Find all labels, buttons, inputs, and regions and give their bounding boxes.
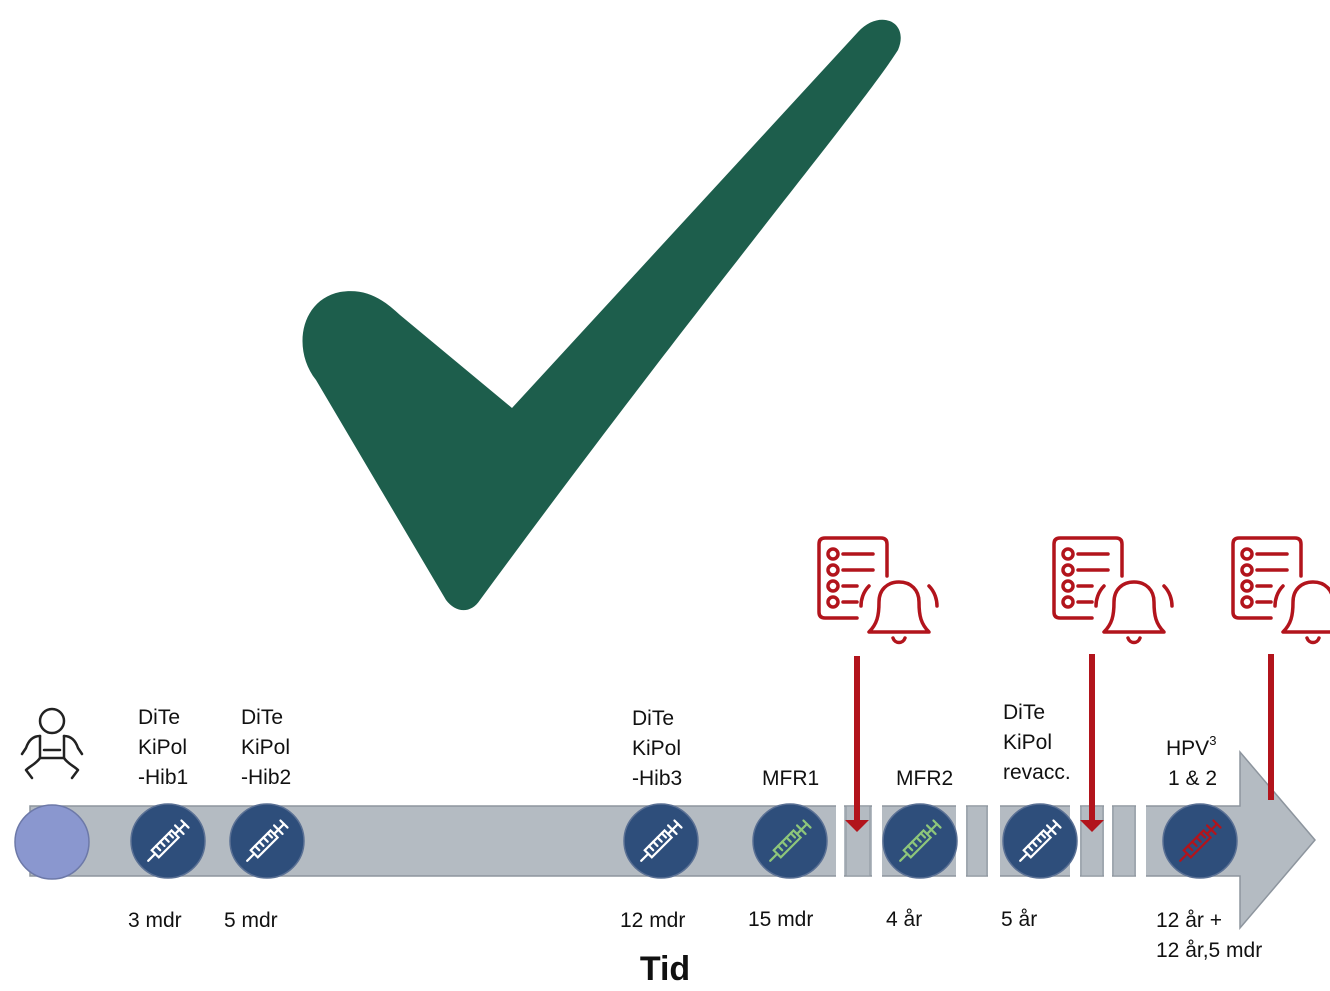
segment-block	[966, 805, 988, 877]
vaccine-label-4ar: MFR2	[896, 767, 954, 790]
age-label: 15 mdr	[748, 908, 814, 931]
reminder-marker	[817, 536, 939, 832]
reminder-checklist-bell-icon	[1052, 536, 1174, 645]
segment-block	[1112, 805, 1136, 877]
syringe-icon	[640, 819, 683, 862]
reminder-marker	[1231, 536, 1330, 800]
segment-gap	[956, 800, 966, 884]
reminder-checklist-bell-icon	[817, 536, 939, 645]
syringe-icon	[769, 819, 812, 862]
vaccination-marker	[130, 803, 206, 879]
vaccination-marker	[1002, 803, 1078, 879]
segment-gap	[988, 800, 1000, 884]
age-label: 3 mdr	[128, 909, 182, 932]
syringe-icon	[246, 819, 289, 862]
vaccination-marker	[623, 803, 699, 879]
reminder-pointer	[845, 820, 869, 832]
syringe-icon	[147, 819, 190, 862]
vaccination-marker	[229, 803, 305, 879]
time-axis-label: Tid	[639, 950, 691, 988]
vaccination-marker	[882, 803, 958, 879]
vaccination-marker	[1162, 803, 1238, 879]
syringe-icon	[1179, 819, 1222, 862]
vaccine-label-5mdr: DiTe KiPol -Hib2	[241, 706, 292, 789]
age-label: 12 mdr	[620, 909, 686, 932]
segment-gap	[836, 800, 844, 884]
segment-gap	[1136, 800, 1146, 884]
vaccine-label-12ar: HPV3 1 & 2	[1166, 733, 1218, 790]
age-label: 5 mdr	[224, 909, 278, 932]
age-label: 12 år + 12 år,5 mdr	[1156, 909, 1263, 962]
age-label: 5 år	[1001, 908, 1038, 931]
segment-gap	[1104, 800, 1112, 884]
baby-icon	[20, 707, 84, 780]
reminder-marker	[1052, 536, 1174, 832]
syringe-icon	[899, 819, 942, 862]
segment-gap	[872, 800, 882, 884]
vaccine-label-5ar: DiTe KiPol revacc.	[1003, 701, 1071, 784]
reminder-pointer	[1080, 820, 1104, 832]
age-label: 4 år	[886, 908, 923, 931]
vaccine-label-3mdr: DiTe KiPol -Hib1	[138, 706, 189, 789]
syringe-icon	[1019, 819, 1062, 862]
vaccine-label-15mdr: MFR1	[762, 767, 820, 790]
vaccine-label-12mdr: DiTe KiPol -Hib3	[632, 707, 683, 790]
vaccination-marker	[752, 803, 828, 879]
start-circle	[14, 804, 90, 880]
reminder-checklist-bell-icon	[1231, 536, 1330, 645]
